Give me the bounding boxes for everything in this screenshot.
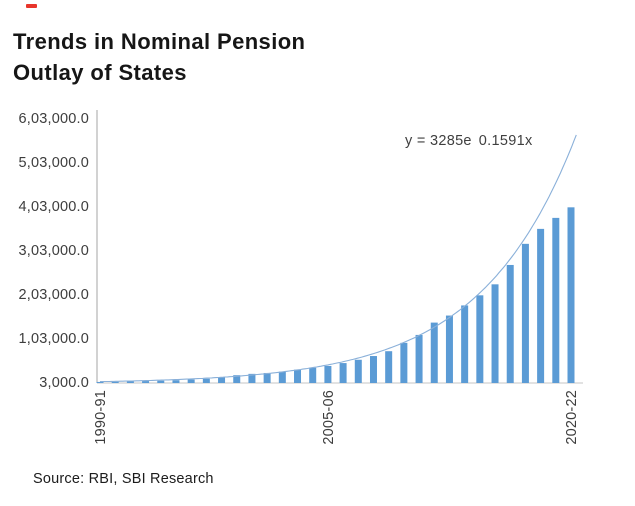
bar xyxy=(172,380,180,383)
bar xyxy=(491,284,499,383)
bar xyxy=(218,377,226,383)
bar xyxy=(354,359,362,383)
y-tick-label: 2,03,000.0 xyxy=(18,287,89,303)
bar xyxy=(248,373,256,383)
bar xyxy=(157,380,165,383)
title-line-1: Trends in Nominal Pension xyxy=(13,29,306,54)
bar xyxy=(96,381,104,383)
bar xyxy=(278,371,286,383)
y-tick-label: 4,03,000.0 xyxy=(18,199,89,215)
y-tick-label: 1,03,000.0 xyxy=(18,331,89,347)
bar xyxy=(506,264,514,383)
bar xyxy=(552,217,560,383)
trend-line xyxy=(100,134,577,383)
bar xyxy=(521,243,529,383)
y-tick-label: 5,03,000.0 xyxy=(18,155,89,171)
bar xyxy=(142,381,150,383)
red-accent-mark xyxy=(26,4,37,8)
bar xyxy=(187,379,195,383)
bar xyxy=(400,342,408,383)
bar xyxy=(445,315,453,383)
bar xyxy=(461,305,469,383)
bar xyxy=(476,295,484,383)
equation-prefix: y = 3285e xyxy=(405,133,472,149)
source-note: Source: RBI, SBI Research xyxy=(33,471,214,487)
bar xyxy=(111,381,119,383)
bar xyxy=(567,207,575,383)
bar xyxy=(537,228,545,383)
x-tick-label: 1990-91 xyxy=(93,390,109,445)
bar xyxy=(233,375,241,383)
bar xyxy=(324,365,332,383)
bar xyxy=(202,378,210,383)
bar xyxy=(369,356,377,383)
page-title: Trends in Nominal Pension Outlay of Stat… xyxy=(13,26,433,88)
y-tick-label: 3,03,000.0 xyxy=(18,243,89,259)
x-tick-label: 2020-22 xyxy=(564,390,580,445)
trendline-equation: y = 3285e 0.1591x xyxy=(405,133,533,149)
bar xyxy=(430,322,438,383)
y-tick-label: 3,000.0 xyxy=(39,375,89,391)
bar xyxy=(309,367,317,383)
bar xyxy=(339,363,347,383)
bar xyxy=(385,351,393,383)
bar xyxy=(294,369,302,383)
bar xyxy=(126,381,134,383)
bar xyxy=(263,372,271,383)
x-tick-label: 2005-06 xyxy=(321,390,337,445)
y-tick-label: 6,03,000.0 xyxy=(18,111,89,127)
equation-exponent: 0.1591x xyxy=(478,133,533,149)
bar xyxy=(415,334,423,383)
title-line-2: Outlay of States xyxy=(13,60,187,85)
